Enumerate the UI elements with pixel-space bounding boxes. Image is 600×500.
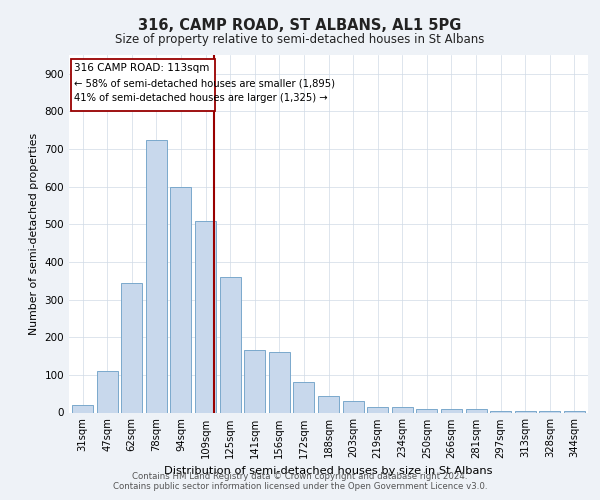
Bar	[564, 410, 585, 412]
Text: 316 CAMP ROAD: 113sqm: 316 CAMP ROAD: 113sqm	[74, 64, 209, 74]
Bar	[97, 371, 118, 412]
Bar	[318, 396, 339, 412]
Bar	[539, 410, 560, 412]
Bar	[220, 277, 241, 412]
Text: 41% of semi-detached houses are larger (1,325) →: 41% of semi-detached houses are larger (…	[74, 94, 327, 104]
Bar	[72, 405, 93, 412]
Bar	[146, 140, 167, 412]
Text: 316, CAMP ROAD, ST ALBANS, AL1 5PG: 316, CAMP ROAD, ST ALBANS, AL1 5PG	[139, 18, 461, 32]
Text: Contains HM Land Registry data © Crown copyright and database right 2024.
Contai: Contains HM Land Registry data © Crown c…	[113, 472, 487, 491]
Bar	[121, 282, 142, 412]
Bar	[269, 352, 290, 412]
Bar	[392, 407, 413, 412]
Bar	[293, 382, 314, 412]
FancyBboxPatch shape	[71, 59, 215, 112]
Y-axis label: Number of semi-detached properties: Number of semi-detached properties	[29, 132, 39, 335]
Bar	[343, 401, 364, 412]
Bar	[367, 407, 388, 412]
Text: Size of property relative to semi-detached houses in St Albans: Size of property relative to semi-detach…	[115, 32, 485, 46]
Bar	[170, 186, 191, 412]
Text: ← 58% of semi-detached houses are smaller (1,895): ← 58% of semi-detached houses are smalle…	[74, 78, 335, 88]
Bar	[466, 408, 487, 412]
Bar	[416, 408, 437, 412]
X-axis label: Distribution of semi-detached houses by size in St Albans: Distribution of semi-detached houses by …	[164, 466, 493, 476]
Bar	[515, 410, 536, 412]
Bar	[490, 410, 511, 412]
Bar	[244, 350, 265, 412]
Bar	[441, 408, 462, 412]
Bar	[195, 220, 216, 412]
